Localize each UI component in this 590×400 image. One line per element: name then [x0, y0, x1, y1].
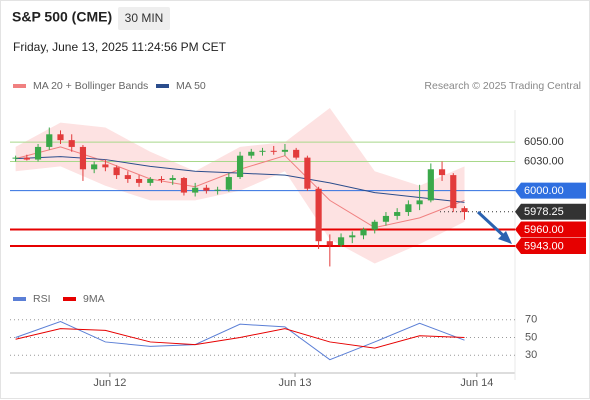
chart-title: S&P 500 (CME)	[12, 9, 112, 25]
candle-body	[326, 241, 333, 246]
candle-body	[225, 177, 232, 190]
candle-body	[68, 140, 75, 147]
candle-body	[169, 178, 176, 180]
interval-badge	[118, 7, 170, 30]
candle-body	[214, 189, 221, 191]
level-box	[515, 238, 586, 255]
subtitle: Friday, June 13, 2025 11:24:56 PM CET	[13, 40, 227, 54]
level-box	[515, 182, 586, 199]
legend-swatch	[63, 297, 76, 301]
legend-swatch	[13, 297, 26, 301]
legend-label: MA 50	[176, 80, 206, 92]
candle-body	[180, 178, 188, 193]
candle-body	[416, 200, 423, 205]
candle-body	[293, 149, 300, 158]
projection-arrow	[476, 210, 508, 240]
y-tick-label: 70	[525, 314, 537, 326]
bollinger-band	[15, 108, 465, 264]
candle-body	[304, 157, 311, 189]
legend-label: MA 20 + Bollinger Bands	[33, 80, 148, 92]
candle-body	[248, 151, 255, 156]
candle-body	[270, 150, 277, 152]
candle-body	[203, 187, 210, 191]
candle-body	[461, 208, 468, 213]
candle-body	[12, 157, 19, 159]
candle-body	[236, 155, 244, 178]
level-label: 5960.00	[524, 224, 564, 236]
candle-body	[192, 187, 199, 193]
y-tick-label: 50	[525, 331, 537, 343]
candle-body	[57, 134, 64, 141]
level-box	[515, 203, 586, 220]
level-box	[515, 221, 586, 238]
candle-body	[102, 164, 109, 168]
candle-body	[360, 229, 367, 236]
candle-body	[79, 146, 87, 170]
candle-body	[427, 169, 434, 201]
x-tick-label: Jun 14	[460, 377, 493, 389]
candle-body	[135, 178, 143, 183]
x-tick-label: Jun 13	[279, 377, 312, 389]
interval: 30 MIN	[125, 11, 164, 25]
candle-body	[147, 178, 154, 183]
legend-swatch	[13, 84, 26, 88]
level-label: 5978.25	[524, 206, 564, 218]
y-tick-label: 30	[525, 349, 537, 361]
level-label: 6000.00	[524, 185, 564, 197]
x-tick-label: Jun 12	[93, 377, 126, 389]
candle-body	[91, 164, 98, 170]
candle-body	[349, 235, 356, 238]
candle-body	[158, 178, 165, 180]
level-label: 6030.00	[524, 155, 564, 167]
level-label: 5943.00	[524, 240, 564, 252]
level-label: 6050.00	[524, 136, 564, 148]
candle-body	[394, 212, 401, 216]
candle-body	[113, 167, 120, 176]
legend-label: RSI	[33, 293, 51, 305]
candle-body	[259, 150, 266, 152]
rsi-line	[15, 328, 465, 349]
candle-body	[382, 215, 390, 222]
candle-body	[46, 134, 53, 147]
candle-body	[438, 169, 446, 176]
candle-body	[371, 221, 378, 230]
legend-swatch	[156, 84, 169, 88]
candle-body	[34, 146, 42, 160]
legend-label: 9MA	[83, 293, 105, 305]
candle-body	[315, 188, 322, 242]
candle-body	[281, 149, 289, 152]
candle-body	[405, 204, 412, 213]
candle-body	[23, 157, 30, 160]
credit: Research © 2025 Trading Central	[424, 80, 581, 92]
rsi-line	[15, 320, 465, 361]
candle-body	[450, 175, 457, 209]
candle-body	[124, 175, 131, 179]
candle-body	[337, 237, 345, 246]
arrow-head	[498, 231, 512, 244]
